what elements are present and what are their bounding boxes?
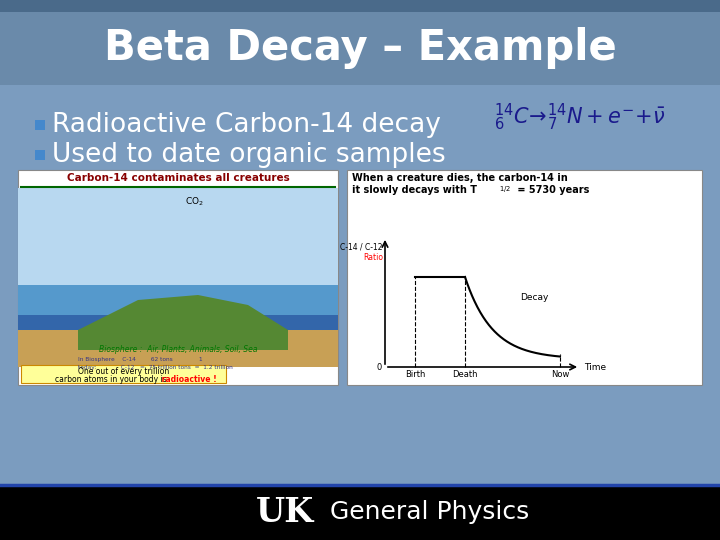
Text: Radioactive Carbon-14 decay: Radioactive Carbon-14 decay [52, 112, 441, 138]
Text: UK: UK [256, 496, 314, 529]
Polygon shape [18, 330, 338, 367]
Polygon shape [18, 285, 338, 345]
Text: $\mathregular{^{14}_{6}}C\!\rightarrow\!\mathregular{^{14}_{7}}N + e^{-}\! +\! \: $\mathregular{^{14}_{6}}C\!\rightarrow\!… [494, 102, 666, 133]
Text: Decay: Decay [520, 293, 549, 301]
Text: Time: Time [584, 362, 606, 372]
Text: today:             C-12   =  75 trillion tons  =  1.2 trillion: today: C-12 = 75 trillion tons = 1.2 tri… [78, 364, 233, 369]
Text: Birth: Birth [405, 370, 426, 379]
Text: = 5730 years: = 5730 years [514, 185, 590, 195]
FancyBboxPatch shape [347, 170, 702, 385]
Text: radioactive !: radioactive ! [158, 375, 216, 383]
Text: Now: Now [551, 370, 570, 379]
Text: it slowly decays with T: it slowly decays with T [352, 185, 477, 195]
FancyBboxPatch shape [35, 150, 45, 160]
Text: Ratio: Ratio [363, 253, 383, 261]
Text: When a creature dies, the carbon-14 in: When a creature dies, the carbon-14 in [352, 173, 568, 183]
Text: Beta Decay – Example: Beta Decay – Example [104, 27, 616, 69]
Text: $_{1/2}$: $_{1/2}$ [499, 185, 511, 195]
Text: carbon atoms in your body is: carbon atoms in your body is [55, 375, 166, 383]
Polygon shape [18, 188, 338, 305]
Text: 0: 0 [377, 362, 382, 372]
Text: In Biosphere    C-14        62 tons              1: In Biosphere C-14 62 tons 1 [78, 356, 202, 361]
Text: Death: Death [452, 370, 478, 379]
Polygon shape [0, 12, 720, 85]
Text: C-14 / C-12: C-14 / C-12 [341, 242, 383, 252]
Text: General Physics: General Physics [330, 501, 529, 524]
Text: Carbon-14 contaminates all creatures: Carbon-14 contaminates all creatures [67, 173, 289, 183]
Polygon shape [78, 295, 288, 350]
Text: One out of every trillion: One out of every trillion [78, 368, 169, 376]
FancyBboxPatch shape [18, 170, 338, 385]
Text: CO$_2$: CO$_2$ [184, 195, 204, 208]
FancyBboxPatch shape [0, 485, 720, 540]
FancyBboxPatch shape [35, 120, 45, 130]
Text: Biosphere :  Air, Plants, Animals, Soil, Sea: Biosphere : Air, Plants, Animals, Soil, … [99, 346, 257, 354]
Polygon shape [0, 0, 720, 15]
Polygon shape [18, 315, 338, 345]
Text: Used to date organic samples: Used to date organic samples [52, 142, 446, 168]
FancyBboxPatch shape [21, 365, 226, 383]
